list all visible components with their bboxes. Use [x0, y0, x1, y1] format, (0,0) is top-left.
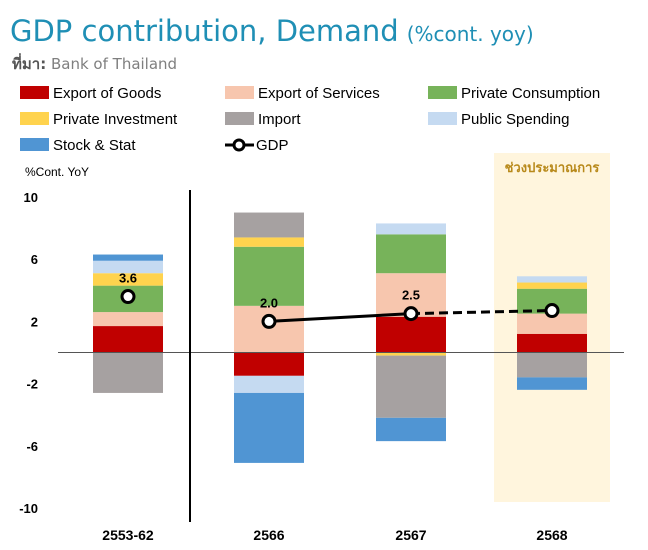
- source-value: Bank of Thailand: [50, 55, 178, 73]
- gdp-data-label-2566: 2.0: [260, 295, 278, 310]
- gdp-line-forecast-segment: [410, 309, 553, 316]
- legend-swatch-private-investment: [20, 112, 49, 125]
- legend-label-private-consumption: Private Consumption: [461, 85, 600, 102]
- gdp-marker-2568: [544, 303, 560, 319]
- legend-label-public-spending: Public Spending: [461, 111, 569, 128]
- bar-public-spending-2553-62: [93, 260, 163, 274]
- y-tick-label: 6: [31, 252, 38, 267]
- chart-title-main: GDP contribution, Demand: [10, 14, 399, 48]
- gdp-marker-2553-62: [120, 289, 136, 305]
- bar-import-2567: [376, 355, 446, 418]
- source-label: ที่มา:: [12, 55, 47, 73]
- bar-export-of-goods-2553-62: [93, 326, 163, 353]
- bar-private-investment-2553-62: [93, 273, 163, 286]
- bar-export-of-goods-2567: [376, 316, 446, 353]
- legend-label-export-of-services: Export of Services: [258, 85, 380, 102]
- y-tick-label: -2: [26, 377, 38, 392]
- y-tick-label: -10: [19, 501, 38, 516]
- legend-label-private-investment: Private Investment: [53, 111, 178, 128]
- bar-public-spending-2567: [376, 223, 446, 235]
- x-tick-label-2567: 2567: [395, 527, 426, 543]
- bar-export-of-goods-2566: [234, 352, 304, 376]
- bar-export-of-goods-2568: [517, 333, 587, 353]
- legend-swatch-stock-stat: [20, 138, 49, 151]
- x-tick-label-2566: 2566: [253, 527, 284, 543]
- legend-label-stock-stat: Stock & Stat: [53, 137, 136, 154]
- bar-private-investment-2566: [234, 237, 304, 247]
- legend-swatch-export-of-goods: [20, 86, 49, 99]
- y-tick-label: 2: [31, 314, 38, 329]
- legend-swatch-export-of-services: [225, 86, 254, 99]
- gdp-data-label-2567: 2.5: [402, 288, 420, 303]
- bar-stock-stat-2567: [376, 417, 446, 442]
- bar-stock-stat-2553-62: [93, 254, 163, 261]
- forecast-label: ช่วงประมาณการ: [505, 160, 600, 175]
- source-note: ที่มา: Bank of Thailand: [12, 52, 177, 76]
- y-tick-label: -6: [26, 439, 38, 454]
- legend-label-import: Import: [258, 111, 301, 128]
- bar-stock-stat-2566: [234, 392, 304, 463]
- legend-swatch-gdp-marker: [232, 138, 246, 152]
- bar-import-2566: [234, 212, 304, 238]
- bar-private-investment-2567: [376, 352, 446, 356]
- x-tick-label-2553-62: 2553-62: [102, 527, 154, 543]
- legend-label-gdp: GDP: [256, 137, 289, 154]
- gdp-data-label-2553-62: 3.6: [119, 271, 137, 286]
- bar-export-of-services-2568: [517, 313, 587, 334]
- y-axis-label: %Cont. YoY: [25, 165, 89, 179]
- x-tick-label-2568: 2568: [536, 527, 567, 543]
- bar-stock-stat-2568: [517, 377, 587, 390]
- legend-swatch-private-consumption: [428, 86, 457, 99]
- bar-public-spending-2568: [517, 276, 587, 283]
- bar-private-consumption-2566: [234, 246, 304, 306]
- gdp-marker-2566: [261, 313, 277, 329]
- bar-export-of-services-2566: [234, 305, 304, 353]
- legend-swatch-public-spending: [428, 112, 457, 125]
- legend-label-export-of-goods: Export of Goods: [53, 85, 161, 102]
- bar-import-2553-62: [93, 352, 163, 393]
- bar-private-investment-2568: [517, 282, 587, 289]
- gdp-line-segment: [268, 312, 412, 323]
- y-tick-label: 10: [24, 190, 38, 205]
- bar-export-of-services-2553-62: [93, 312, 163, 327]
- chart-title: GDP contribution, Demand (%cont. yoy): [10, 14, 534, 48]
- chart-title-unit: (%cont. yoy): [406, 22, 534, 46]
- legend-swatch-import: [225, 112, 254, 125]
- bar-import-2568: [517, 352, 587, 378]
- bar-public-spending-2566: [234, 375, 304, 393]
- gdp-marker-2567: [403, 306, 419, 322]
- bar-private-consumption-2567: [376, 234, 446, 274]
